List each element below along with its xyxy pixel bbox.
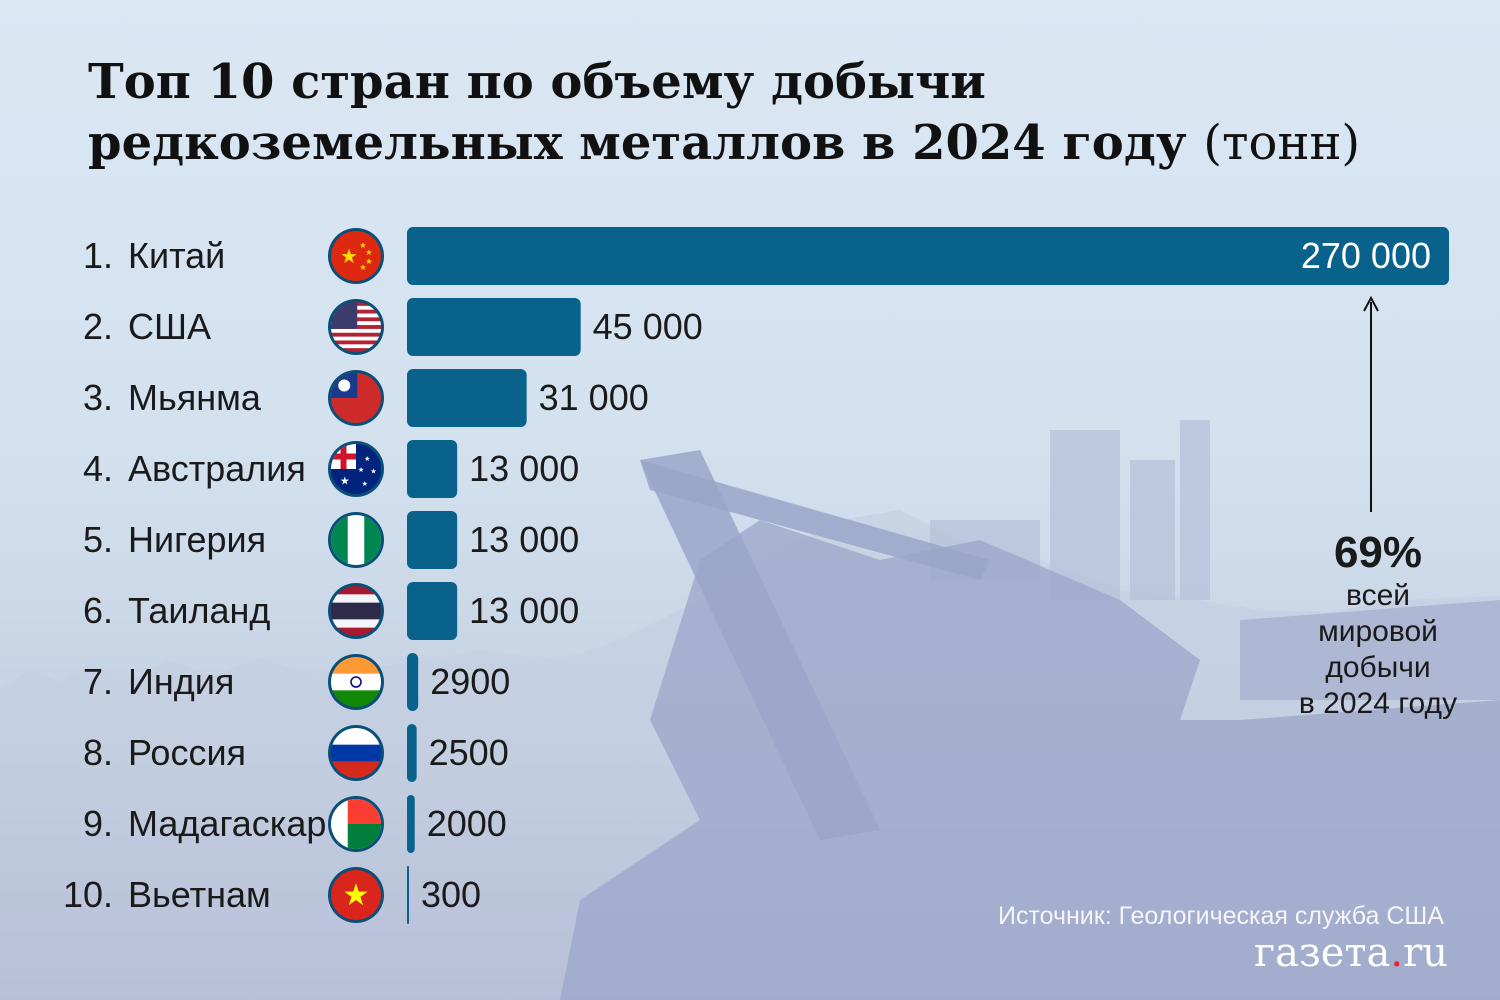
country-label: Россия — [128, 732, 246, 773]
gazeta-logo: газета.ru — [1254, 930, 1448, 976]
australia-flag-icon: ★★★★★ — [331, 444, 381, 494]
madagascar-flag-icon — [331, 799, 381, 849]
svg-text:★: ★ — [340, 246, 358, 268]
svg-text:★: ★ — [362, 480, 368, 488]
india-flag-icon — [331, 657, 381, 707]
svg-text:★: ★ — [343, 879, 370, 912]
rank-label: 10. — [63, 874, 113, 915]
title-line-2: редкоземельных металлов в 2024 году — [88, 115, 1187, 171]
value-label: 2900 — [430, 661, 510, 702]
country-label: США — [128, 306, 211, 347]
rank-label: 2. — [83, 306, 113, 347]
svg-text:★: ★ — [359, 263, 366, 272]
logo-dot: . — [1390, 930, 1404, 976]
svg-text:★: ★ — [370, 467, 376, 475]
myanmar-flag-icon — [331, 373, 381, 423]
vietnam-flag-icon: ★ — [331, 870, 381, 920]
rank-label: 6. — [83, 590, 113, 631]
svg-text:★: ★ — [365, 248, 372, 257]
thailand-flag-icon — [331, 586, 381, 636]
chart-title: Топ 10 стран по объему добычи редкоземел… — [88, 52, 1468, 174]
country-label: Индия — [128, 661, 234, 702]
bar — [407, 724, 417, 782]
value-label: 31 000 — [539, 377, 649, 418]
bar — [407, 795, 415, 853]
value-label: 300 — [421, 874, 481, 915]
value-label: 13 000 — [469, 590, 579, 631]
rank-label: 5. — [83, 519, 113, 560]
russia-flag-icon — [331, 728, 381, 778]
china-share-annotation: 69% всей мировой добычи в 2024 году — [1288, 528, 1468, 722]
country-label: Таиланд — [128, 590, 270, 631]
rank-label: 8. — [83, 732, 113, 773]
source-note: Источник: Геологическая служба США — [997, 902, 1444, 930]
value-label: 270 000 — [1301, 235, 1431, 276]
svg-text:★: ★ — [359, 241, 366, 250]
country-label: Нигерия — [128, 519, 266, 560]
bar — [407, 298, 581, 356]
bar — [407, 582, 458, 640]
rank-label: 1. — [83, 235, 113, 276]
usa-flag-icon — [331, 302, 381, 352]
rank-label: 7. — [83, 661, 113, 702]
country-label: Мадагаскар — [128, 803, 326, 844]
svg-text:★: ★ — [358, 466, 364, 474]
country-label: Мьянма — [128, 377, 262, 418]
bar — [407, 369, 527, 427]
svg-text:★: ★ — [340, 476, 350, 488]
share-caption: всей мировой добычи в 2024 году — [1298, 579, 1458, 720]
bar — [407, 440, 458, 498]
rank-label: 4. — [83, 448, 113, 489]
value-label: 13 000 — [469, 448, 579, 489]
rank-label: 9. — [83, 803, 113, 844]
country-label: Китай — [128, 235, 225, 276]
bar — [407, 511, 458, 569]
value-label: 2500 — [429, 732, 509, 773]
annotation-arrow-icon — [1363, 295, 1379, 312]
country-label: Австралия — [128, 448, 306, 489]
value-label: 13 000 — [469, 519, 579, 560]
bar — [407, 227, 1449, 285]
bar — [407, 653, 419, 711]
svg-text:★: ★ — [364, 455, 370, 463]
title-line-1: Топ 10 стран по объему добычи — [88, 54, 986, 110]
value-label: 45 000 — [593, 306, 703, 347]
value-label: 2000 — [427, 803, 507, 844]
svg-text:★: ★ — [365, 257, 372, 266]
bar — [407, 866, 409, 924]
rank-label: 3. — [83, 377, 113, 418]
nigeria-flag-icon — [331, 515, 381, 565]
title-unit: (тонн) — [1203, 115, 1361, 171]
logo-tld: ru — [1403, 930, 1448, 976]
china-flag-icon: ★★★★★ — [331, 231, 381, 281]
share-percent: 69% — [1333, 528, 1423, 577]
logo-main: газета — [1254, 930, 1391, 976]
country-label: Вьетнам — [128, 874, 271, 915]
